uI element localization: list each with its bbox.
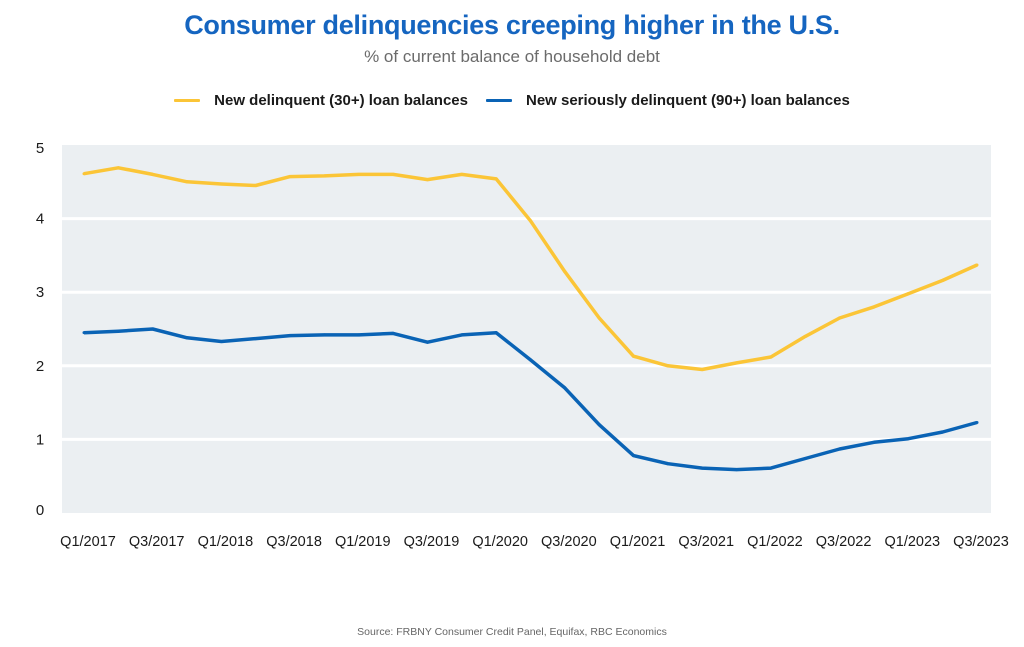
point-90plus-Q3/2023 (975, 420, 979, 424)
point-30plus-Q2/2022 (803, 334, 807, 338)
point-90plus-Q3/2022 (838, 447, 842, 451)
point-30plus-Q1/2023 (906, 292, 910, 296)
x-tick-label: Q3/2019 (404, 534, 460, 550)
point-90plus-Q4/2017 (185, 336, 189, 340)
y-tick-label: 4 (36, 211, 44, 228)
point-90plus-Q3/2021 (700, 466, 704, 470)
x-axis-ticks: Q1/2017 Q3/2017 Q1/2018 Q3/2018 Q1/2019 Q3/20… (60, 534, 1009, 550)
x-tick-label: Q3/2021 (678, 534, 734, 550)
chart-subtitle: % of current balance of household debt (364, 47, 660, 66)
y-tick-label: 0 (36, 502, 44, 519)
point-90plus-Q2/2018 (254, 337, 258, 341)
legend-label-90plus: New seriously delinquent (90+) loan bala… (525, 92, 850, 109)
point-90plus-Q4/2018 (322, 333, 326, 337)
legend-swatch-30plus (174, 99, 201, 102)
point-30plus-Q1/2022 (769, 355, 773, 359)
point-30plus-Q4/2022 (872, 305, 876, 309)
x-tick-label: Q3/2020 (541, 534, 597, 550)
point-30plus-Q4/2019 (460, 172, 464, 176)
x-tick-label: Q3/2017 (129, 534, 185, 550)
source-note: Source: FRBNY Consumer Credit Panel, Equ… (357, 626, 667, 638)
point-30plus-Q4/2020 (597, 316, 601, 320)
point-90plus-Q2/2022 (803, 457, 807, 461)
x-tick-label: Q1/2023 (884, 534, 940, 550)
point-90plus-Q2/2021 (666, 462, 670, 466)
point-30plus-Q2/2020 (529, 219, 532, 223)
point-30plus-Q2/2023 (941, 278, 945, 282)
point-30plus-Q3/2018 (288, 175, 292, 179)
x-tick-label: Q1/2021 (610, 534, 666, 550)
point-30plus-Q3/2022 (838, 316, 842, 320)
point-30plus-Q2/2021 (666, 364, 670, 368)
point-90plus-Q3/2020 (563, 386, 567, 390)
point-30plus-Q3/2017 (151, 172, 155, 176)
legend: New delinquent (30+) loan balances New s… (0, 92, 1024, 109)
y-axis-ticks: 0 1 2 3 4 5 (36, 140, 44, 519)
point-90plus-Q2/2017 (116, 329, 120, 333)
legend-label-30plus: New delinquent (30+) loan balances (214, 92, 468, 109)
point-90plus-Q1/2020 (494, 331, 498, 335)
series-lines (82, 166, 979, 472)
point-30plus-Q4/2021 (735, 361, 739, 365)
point-30plus-Q4/2018 (322, 174, 326, 178)
x-tick-label: Q1/2017 (60, 534, 116, 550)
point-30plus-Q4/2017 (185, 180, 189, 184)
point-90plus-Q4/2022 (872, 440, 876, 444)
point-30plus-Q3/2023 (975, 263, 979, 267)
x-tick-label: Q3/2018 (266, 534, 322, 550)
point-90plus-Q1/2023 (906, 437, 910, 441)
point-30plus-Q3/2020 (563, 270, 567, 274)
y-tick-label: 5 (36, 140, 44, 157)
point-90plus-Q1/2021 (632, 454, 636, 458)
point-90plus-Q3/2017 (151, 327, 155, 331)
x-tick-label: Q1/2018 (198, 534, 254, 550)
point-30plus-Q3/2019 (425, 178, 429, 182)
point-90plus-Q4/2021 (735, 468, 739, 472)
y-tick-label: 3 (36, 284, 44, 301)
point-90plus-Q2/2023 (941, 430, 945, 434)
point-90plus-Q4/2019 (460, 333, 464, 337)
point-90plus-Q1/2018 (219, 340, 223, 344)
point-30plus-Q1/2020 (494, 177, 498, 181)
point-90plus-Q2/2019 (391, 331, 395, 335)
chart-title: Consumer delinquencies creeping higher i… (184, 10, 840, 40)
point-90plus-Q4/2020 (597, 423, 601, 427)
x-tick-label: Q1/2022 (747, 534, 803, 550)
point-90plus-Q2/2020 (529, 358, 532, 362)
point-90plus-Q3/2019 (425, 340, 429, 344)
y-tick-label: 1 (36, 431, 44, 448)
plot-area (62, 145, 991, 513)
point-30plus-Q3/2021 (700, 367, 704, 371)
point-30plus-Q1/2017 (82, 172, 86, 176)
point-30plus-Q2/2018 (254, 183, 258, 187)
legend-item-90plus: New seriously delinquent (90+) loan bala… (485, 92, 850, 109)
point-30plus-Q1/2019 (357, 172, 361, 176)
legend-item-30plus: New delinquent (30+) loan balances (174, 92, 468, 109)
point-90plus-Q3/2018 (288, 334, 292, 338)
point-90plus-Q1/2017 (82, 331, 86, 335)
x-tick-label: Q3/2023 (953, 534, 1009, 550)
x-tick-label: Q1/2020 (472, 534, 528, 550)
point-30plus-Q1/2021 (632, 354, 636, 358)
y-tick-label: 2 (36, 358, 44, 375)
point-30plus-Q1/2018 (219, 182, 223, 186)
point-30plus-Q2/2017 (116, 166, 120, 170)
point-90plus-Q1/2022 (769, 466, 773, 470)
point-90plus-Q1/2019 (357, 333, 361, 337)
point-30plus-Q2/2019 (391, 172, 395, 176)
legend-swatch-90plus (485, 99, 512, 102)
x-tick-label: Q3/2022 (816, 534, 872, 550)
x-tick-label: Q1/2019 (335, 534, 391, 550)
